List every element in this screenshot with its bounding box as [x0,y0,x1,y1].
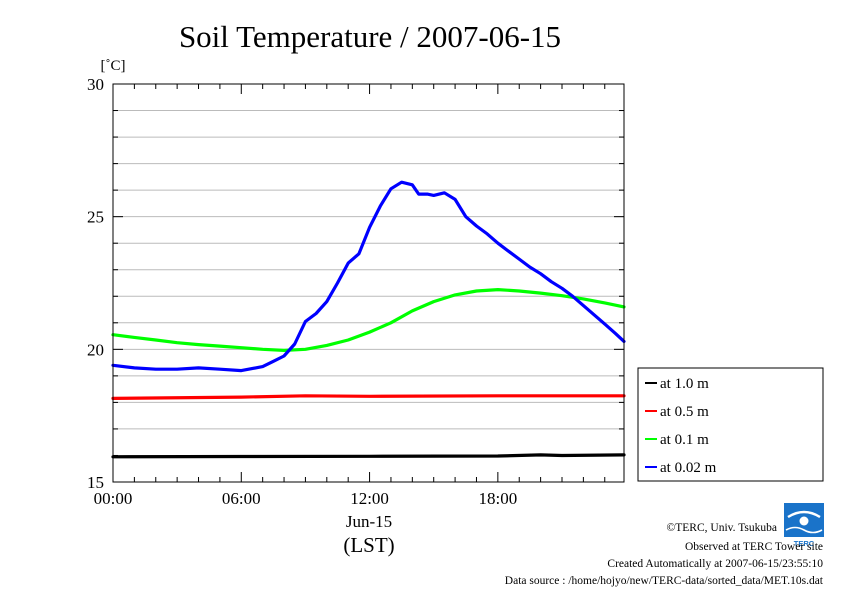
credit-created: Created Automatically at 2007-06-15/23:5… [607,558,823,570]
legend-label: at 1.0 m [660,376,709,392]
chart-title: Soil Temperature / 2007-06-15 [179,19,561,54]
legend-label: at 0.02 m [660,460,717,476]
grid-lines [113,110,624,456]
terc-logo-text: TERC [794,539,815,548]
series-line [111,180,626,373]
y-tick-label: 30 [87,75,104,94]
series-lines [111,180,626,459]
x-tick-label: 18:00 [478,489,517,508]
y-tick-label: 25 [87,208,104,227]
credit-site: Observed at TERC Tower site [685,541,823,553]
x-tick-label: 12:00 [350,489,389,508]
series-line [111,288,626,352]
credit-source: Data source : /home/hojyo/new/TERC-data/… [505,575,824,587]
credit-copyright: ©TERC, Univ. Tsukuba [667,522,777,534]
x-tick-label: 06:00 [222,489,261,508]
y-tick-label: 20 [87,340,104,359]
y-axis-unit: [˚C] [101,58,126,74]
x-axis-title: (LST) [343,533,394,557]
series-line [111,453,626,459]
axis-ticks: 15 20 25 30 00:00 06:00 12:00 18:00 [87,75,624,508]
legend-box [637,367,824,482]
x-tick-label: 00:00 [94,489,133,508]
series-line [111,394,626,400]
plot-frame [112,83,625,483]
legend-label: at 0.1 m [660,432,709,448]
legend: at 1.0 m at 0.5 m at 0.1 m at 0.02 m [645,376,717,476]
terc-logo: TERC [784,503,824,548]
y-tick-label: 15 [87,473,104,492]
legend-label: at 0.5 m [660,404,709,420]
x-axis-date: Jun-15 [346,512,392,531]
